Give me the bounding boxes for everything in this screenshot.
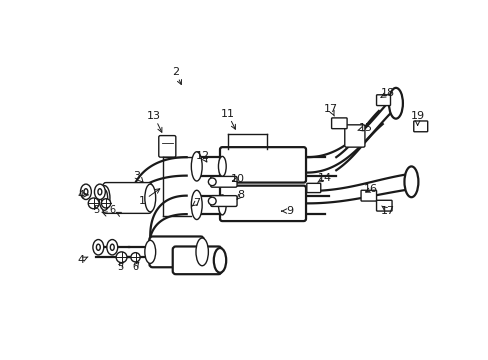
Ellipse shape <box>404 166 418 197</box>
Text: 10: 10 <box>230 175 244 184</box>
Text: 8: 8 <box>237 190 244 200</box>
FancyBboxPatch shape <box>331 118 346 129</box>
Text: 4: 4 <box>77 190 84 200</box>
FancyBboxPatch shape <box>360 190 376 201</box>
Text: 18: 18 <box>380 88 394 98</box>
Ellipse shape <box>218 195 226 215</box>
Text: 1: 1 <box>139 196 146 206</box>
Ellipse shape <box>98 189 102 195</box>
Ellipse shape <box>144 240 155 264</box>
Ellipse shape <box>196 238 208 266</box>
Text: 6: 6 <box>132 261 138 271</box>
FancyBboxPatch shape <box>210 176 237 187</box>
FancyBboxPatch shape <box>413 121 427 132</box>
Text: 11: 11 <box>220 109 234 119</box>
Ellipse shape <box>208 178 216 186</box>
Circle shape <box>131 253 140 262</box>
Ellipse shape <box>101 189 107 206</box>
FancyBboxPatch shape <box>376 95 390 105</box>
Text: 15: 15 <box>358 123 372 133</box>
FancyBboxPatch shape <box>210 195 237 206</box>
FancyBboxPatch shape <box>344 125 364 147</box>
Text: 17: 17 <box>323 104 337 114</box>
Text: 5: 5 <box>94 205 100 215</box>
Text: 3: 3 <box>133 171 140 181</box>
Ellipse shape <box>388 88 402 119</box>
Ellipse shape <box>93 239 103 255</box>
Ellipse shape <box>144 184 155 212</box>
Text: 13: 13 <box>147 111 161 121</box>
Text: 14: 14 <box>317 173 331 183</box>
FancyBboxPatch shape <box>103 183 151 213</box>
Text: 16: 16 <box>364 184 377 194</box>
Ellipse shape <box>208 197 216 205</box>
Text: 19: 19 <box>410 111 424 121</box>
Circle shape <box>88 198 99 209</box>
Ellipse shape <box>218 156 226 176</box>
Ellipse shape <box>99 186 110 210</box>
FancyBboxPatch shape <box>376 200 391 211</box>
Text: 5: 5 <box>117 261 123 271</box>
Ellipse shape <box>191 152 202 181</box>
FancyBboxPatch shape <box>306 183 320 193</box>
Circle shape <box>116 252 127 263</box>
Ellipse shape <box>213 248 226 273</box>
Ellipse shape <box>191 190 202 220</box>
Text: 7: 7 <box>193 198 200 208</box>
Ellipse shape <box>107 239 118 255</box>
Ellipse shape <box>110 244 114 250</box>
Circle shape <box>101 199 110 208</box>
FancyBboxPatch shape <box>149 237 203 267</box>
Text: 2: 2 <box>172 67 179 77</box>
Text: 17: 17 <box>380 206 394 216</box>
FancyBboxPatch shape <box>172 247 221 274</box>
Ellipse shape <box>81 184 91 199</box>
Text: 12: 12 <box>196 152 209 161</box>
Text: 6: 6 <box>109 205 115 215</box>
Text: 4: 4 <box>77 255 84 265</box>
Ellipse shape <box>94 184 105 199</box>
Ellipse shape <box>96 244 100 250</box>
FancyBboxPatch shape <box>220 186 305 221</box>
Ellipse shape <box>84 189 88 195</box>
FancyBboxPatch shape <box>159 136 176 157</box>
Text: 9: 9 <box>285 206 293 216</box>
FancyBboxPatch shape <box>220 147 305 183</box>
